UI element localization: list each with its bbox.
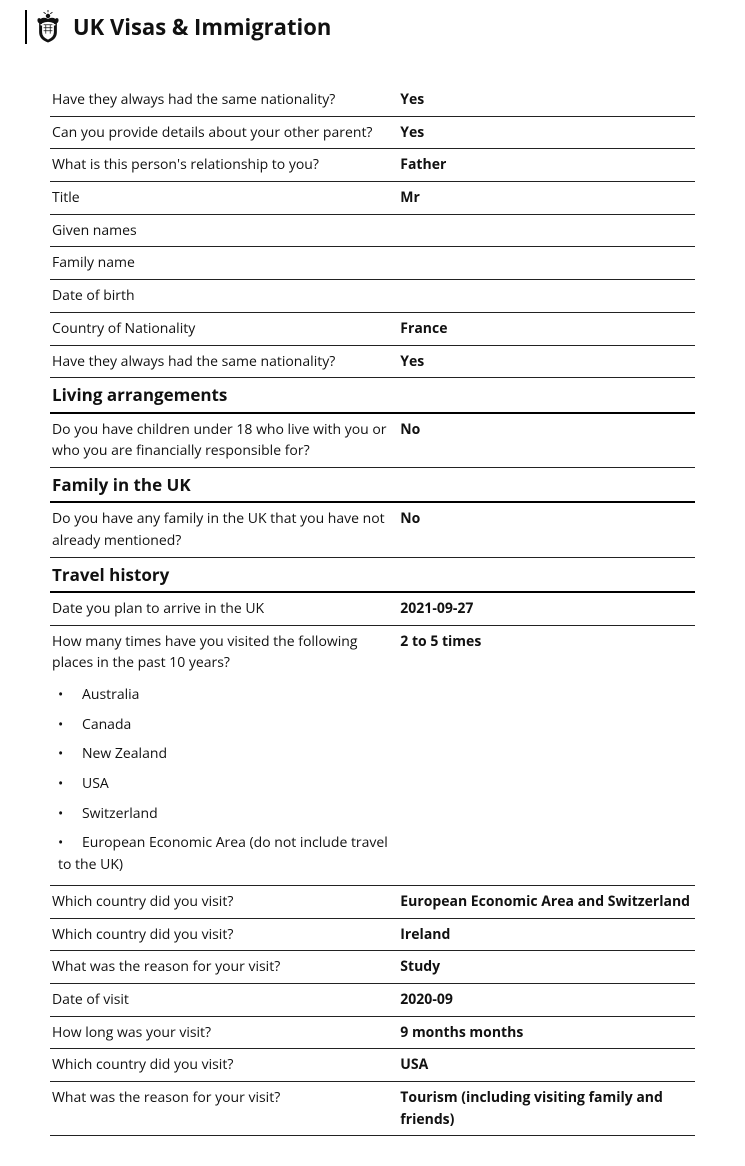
answer-cell: Father xyxy=(398,149,695,182)
form-row: TitleMr xyxy=(50,182,695,215)
places-list-item-label: Canada xyxy=(72,715,131,734)
places-list-item-label: European Economic Area (do not include t… xyxy=(58,833,388,874)
form-row: What was the reason for your visit?Study xyxy=(50,951,695,984)
question-cell: Title xyxy=(50,182,398,215)
question-cell: Date you plan to arrive in the UK xyxy=(50,592,398,625)
question-text: How many times have you visited the foll… xyxy=(52,631,396,674)
answer-cell: No xyxy=(398,413,695,468)
question-cell: Have they always had the same nationalit… xyxy=(50,345,398,378)
question-cell: Given names xyxy=(50,214,398,247)
answer-cell: 2 to 5 times xyxy=(398,625,695,885)
question-cell: Which country did you visit? xyxy=(50,1049,398,1082)
form-row: Given names xyxy=(50,214,695,247)
form-table: Have they always had the same nationalit… xyxy=(50,84,695,1136)
section-heading-row: Family in the UK xyxy=(50,467,695,502)
section-heading: Family in the UK xyxy=(50,467,695,502)
form-row: Family name xyxy=(50,247,695,280)
question-cell: Date of visit xyxy=(50,983,398,1016)
answer-cell: USA xyxy=(398,1049,695,1082)
form-row: Do you have children under 18 who live w… xyxy=(50,413,695,468)
form-row: What was the reason for your visit?Touri… xyxy=(50,1081,695,1135)
form-row: Have they always had the same nationalit… xyxy=(50,84,695,116)
question-cell: Which country did you visit? xyxy=(50,918,398,951)
answer-cell: Yes xyxy=(398,116,695,149)
answer-cell xyxy=(398,280,695,313)
places-list-item: USA xyxy=(58,769,396,799)
places-list-item-label: Switzerland xyxy=(72,804,158,823)
answer-cell: Yes xyxy=(398,84,695,116)
answer-cell: No xyxy=(398,502,695,557)
answer-cell: France xyxy=(398,312,695,345)
uk-crest-icon xyxy=(33,10,63,44)
question-cell: What was the reason for your visit? xyxy=(50,951,398,984)
form-row: How many times have you visited the foll… xyxy=(50,625,695,885)
section-heading: Living arrangements xyxy=(50,378,695,413)
answer-cell: Study xyxy=(398,951,695,984)
form-row: How long was your visit?9 months months xyxy=(50,1016,695,1049)
page-header: UK Visas & Immigration xyxy=(20,10,725,44)
page: UK Visas & Immigration Have they always … xyxy=(0,0,745,1166)
question-cell: Can you provide details about your other… xyxy=(50,116,398,149)
question-cell: Have they always had the same nationalit… xyxy=(50,84,398,116)
places-list-item: Switzerland xyxy=(58,799,396,829)
answer-cell: Ireland xyxy=(398,918,695,951)
question-cell: What is this person's relationship to yo… xyxy=(50,149,398,182)
form-row: Which country did you visit?Ireland xyxy=(50,918,695,951)
places-list-item: European Economic Area (do not include t… xyxy=(58,828,396,879)
form-row: Have they always had the same nationalit… xyxy=(50,345,695,378)
places-list-item: New Zealand xyxy=(58,739,396,769)
answer-cell: European Economic Area and Switzerland xyxy=(398,885,695,918)
form-row: Date of birth xyxy=(50,280,695,313)
answer-cell: Yes xyxy=(398,345,695,378)
form-row: What is this person's relationship to yo… xyxy=(50,149,695,182)
places-list: Australia Canada New Zealand USA Switzerland… xyxy=(58,680,396,880)
answer-cell: 9 months months xyxy=(398,1016,695,1049)
crest-divider xyxy=(25,10,63,44)
places-list-item: Canada xyxy=(58,710,396,740)
question-cell: Country of Nationality xyxy=(50,312,398,345)
form-row: Date of visit2020-09 xyxy=(50,983,695,1016)
section-heading: Travel history xyxy=(50,557,695,592)
question-cell: Do you have children under 18 who live w… xyxy=(50,413,398,468)
question-cell: How long was your visit? xyxy=(50,1016,398,1049)
form-row: Which country did you visit?USA xyxy=(50,1049,695,1082)
places-list-item-label: Australia xyxy=(72,685,139,704)
answer-cell: 2020-09 xyxy=(398,983,695,1016)
form-row: Country of NationalityFrance xyxy=(50,312,695,345)
question-cell: Which country did you visit? xyxy=(50,885,398,918)
question-cell: Do you have any family in the UK that yo… xyxy=(50,502,398,557)
places-list-item: Australia xyxy=(58,680,396,710)
page-title: UK Visas & Immigration xyxy=(73,12,331,42)
question-cell: Family name xyxy=(50,247,398,280)
answer-cell xyxy=(398,214,695,247)
form-row: Which country did you visit?European Eco… xyxy=(50,885,695,918)
section-heading-row: Living arrangements xyxy=(50,378,695,413)
question-cell: How many times have you visited the foll… xyxy=(50,625,398,885)
places-list-item-label: USA xyxy=(72,774,109,793)
form-row: Date you plan to arrive in the UK2021-09… xyxy=(50,592,695,625)
places-list-item-label: New Zealand xyxy=(72,744,167,763)
answer-cell: 2021-09-27 xyxy=(398,592,695,625)
answer-cell: Mr xyxy=(398,182,695,215)
section-heading-row: Travel history xyxy=(50,557,695,592)
answer-cell xyxy=(398,247,695,280)
form-row: Can you provide details about your other… xyxy=(50,116,695,149)
question-cell: What was the reason for your visit? xyxy=(50,1081,398,1135)
answer-cell: Tourism (including visiting family and f… xyxy=(398,1081,695,1135)
form-row: Do you have any family in the UK that yo… xyxy=(50,502,695,557)
question-cell: Date of birth xyxy=(50,280,398,313)
